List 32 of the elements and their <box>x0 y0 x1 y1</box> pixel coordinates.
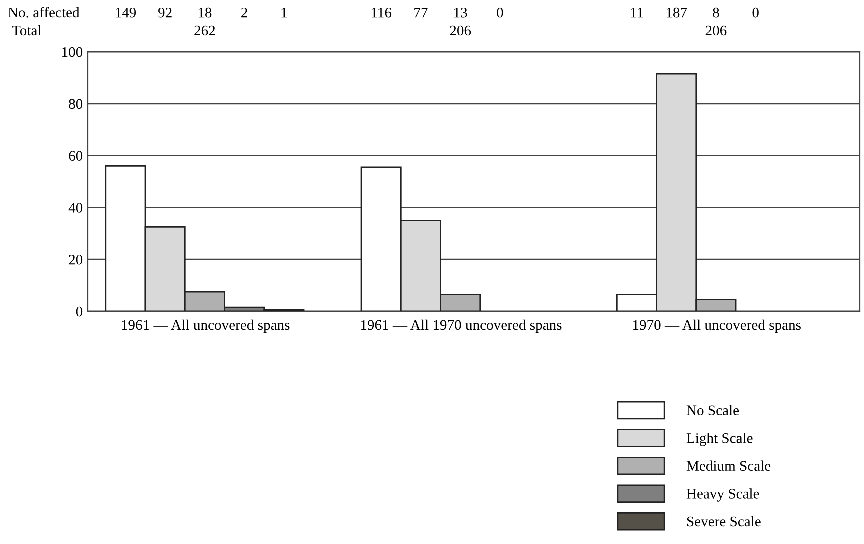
legend-label: No Scale <box>686 405 740 416</box>
y-tick-label: 100 <box>62 47 83 58</box>
y-tick-label: 20 <box>69 254 83 265</box>
text: 187 <box>666 8 688 18</box>
text: No. affected <box>8 7 80 18</box>
text: 92 <box>158 8 172 18</box>
legend-label: Heavy Scale <box>686 488 760 502</box>
y-tick-label: 40 <box>68 203 83 213</box>
x-tick-label: 1970 — All uncovered spans <box>633 320 801 334</box>
text: 206 <box>706 26 727 36</box>
x-tick-label: 1961 — All 1970 uncovered spans <box>361 320 562 334</box>
text: 8 <box>713 8 720 18</box>
text: 11 <box>631 8 644 18</box>
text: 262 <box>194 26 216 36</box>
text: 116 <box>372 8 392 18</box>
x-tick-label: 1961 — All uncovered spans <box>122 320 290 334</box>
text: 77 <box>414 8 428 18</box>
text: 18 <box>198 8 212 18</box>
legend-label: Light Scale <box>686 433 753 446</box>
text: 2 <box>242 8 248 18</box>
legend-label: Medium Scale <box>686 460 771 472</box>
text: 0 <box>497 8 504 18</box>
text: 0 <box>752 8 759 18</box>
text: Total <box>12 25 42 36</box>
y-tick-label: 60 <box>69 151 83 162</box>
y-tick-label: 0 <box>76 306 83 317</box>
text: 149 <box>116 8 136 18</box>
text: 13 <box>454 8 468 18</box>
text: 1 <box>282 8 287 18</box>
legend-label: Severe Scale <box>687 516 761 527</box>
text: 206 <box>450 26 472 36</box>
y-tick-label: 80 <box>69 99 83 110</box>
